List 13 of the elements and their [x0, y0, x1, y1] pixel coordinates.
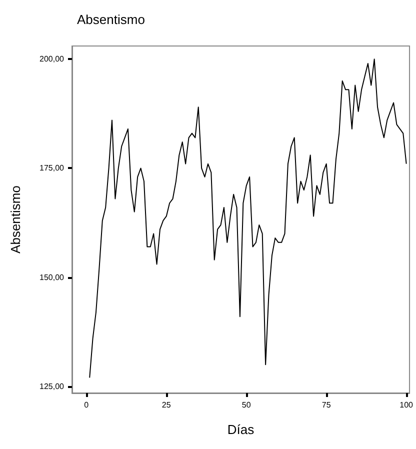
x-axis-title: Días — [227, 422, 255, 437]
y-tick-label: 150,00 — [40, 272, 65, 282]
x-tick-label: 100 — [400, 400, 414, 410]
x-tick-label: 75 — [322, 400, 332, 410]
x-tick-label: 50 — [242, 400, 252, 410]
y-axis-title: Absentismo — [8, 186, 23, 254]
y-tick-label: 125,00 — [40, 382, 65, 391]
x-tick-label: 0 — [84, 400, 90, 410]
y-tick-label: 200,00 — [40, 54, 65, 64]
chart-title: Absentismo — [77, 12, 145, 27]
y-tick-label: 175,00 — [40, 164, 65, 173]
line-series — [89, 58, 407, 378]
x-tick-label: 25 — [162, 400, 172, 410]
